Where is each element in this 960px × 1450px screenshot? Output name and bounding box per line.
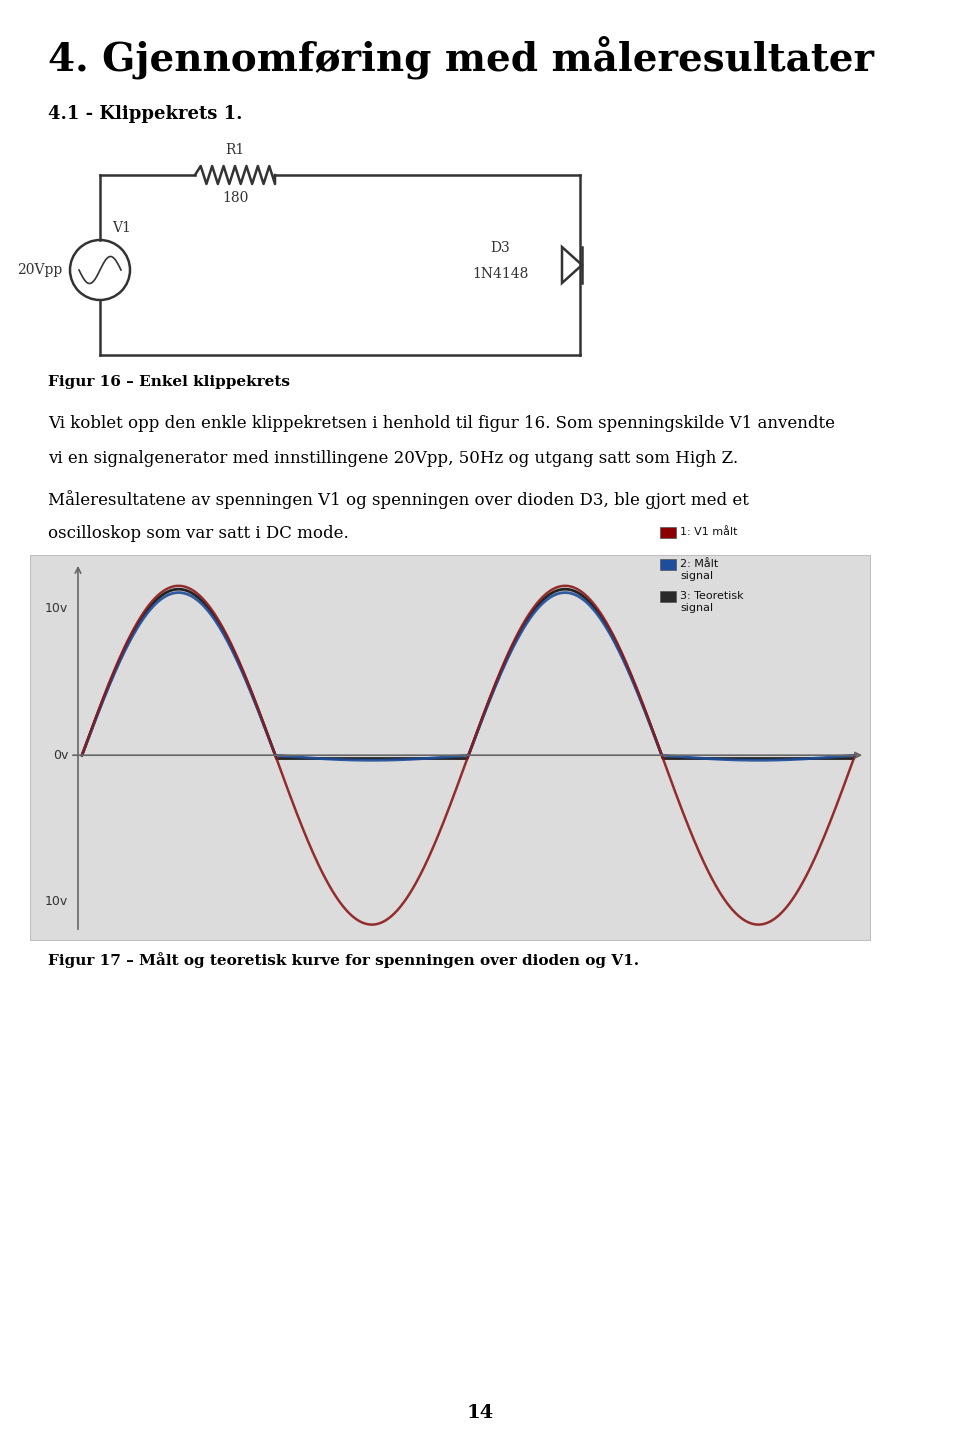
Text: 0v: 0v <box>53 748 68 761</box>
Text: Måleresultatene av spenningen V1 og spenningen over dioden D3, ble gjort med et: Måleresultatene av spenningen V1 og spen… <box>48 490 749 509</box>
Text: Vi koblet opp den enkle klippekretsen i henhold til figur 16. Som spenningskilde: Vi koblet opp den enkle klippekretsen i … <box>48 415 835 432</box>
Text: R1: R1 <box>226 144 245 157</box>
Text: V1: V1 <box>112 220 131 235</box>
Text: Figur 17 – Målt og teoretisk kurve for spenningen over dioden og V1.: Figur 17 – Målt og teoretisk kurve for s… <box>48 953 639 969</box>
Bar <box>660 560 676 570</box>
Text: 10v: 10v <box>45 895 68 908</box>
Text: signal: signal <box>680 571 713 581</box>
Bar <box>30 555 870 940</box>
Text: signal: signal <box>680 603 713 613</box>
Text: oscilloskop som var satt i DC mode.: oscilloskop som var satt i DC mode. <box>48 525 348 542</box>
Text: 10v: 10v <box>45 602 68 615</box>
Bar <box>660 526 676 538</box>
Text: Figur 16 – Enkel klippekrets: Figur 16 – Enkel klippekrets <box>48 376 290 389</box>
Text: 1N4148: 1N4148 <box>471 267 528 281</box>
Text: 4.1 - Klippekrets 1.: 4.1 - Klippekrets 1. <box>48 104 243 123</box>
Text: vi en signalgenerator med innstillingene 20Vpp, 50Hz og utgang satt som High Z.: vi en signalgenerator med innstillingene… <box>48 450 738 467</box>
Text: 2: Målt: 2: Målt <box>680 560 718 568</box>
Text: D3: D3 <box>491 241 510 255</box>
Text: 20Vpp: 20Vpp <box>16 262 62 277</box>
Text: 4. Gjennomføring med måleresultater: 4. Gjennomføring med måleresultater <box>48 35 874 78</box>
Text: 14: 14 <box>467 1404 493 1422</box>
Text: 1: V1 målt: 1: V1 målt <box>680 526 737 536</box>
Bar <box>660 592 676 602</box>
Text: 180: 180 <box>222 191 249 204</box>
Text: 3: Teoretisk: 3: Teoretisk <box>680 592 744 600</box>
